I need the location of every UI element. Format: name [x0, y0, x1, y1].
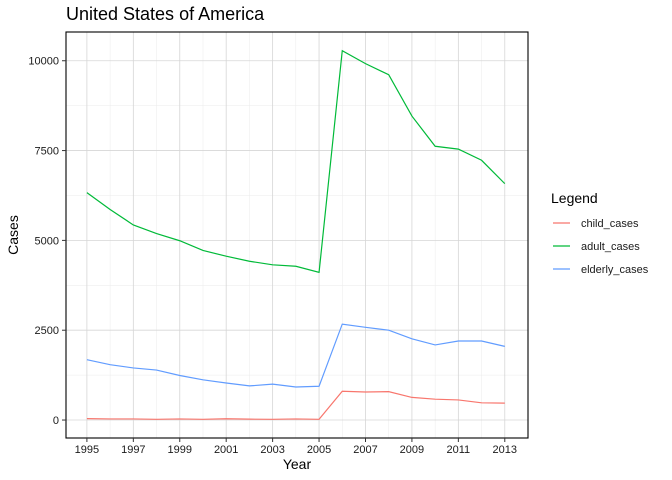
- y-axis: 0 2500 5000 7500 10000: [28, 56, 66, 427]
- legend-items: child_cases adult_cases elderly_cases: [553, 218, 649, 276]
- x-tick-label: 1999: [168, 444, 192, 456]
- series-line-child_cases: [86, 390, 505, 420]
- legend-label-adult_cases: adult_cases: [581, 241, 640, 253]
- x-tick-label: 2011: [447, 444, 471, 456]
- y-tick-label: 5000: [35, 235, 59, 247]
- x-tick-label: 1995: [75, 444, 99, 456]
- series-line-elderly_cases: [86, 323, 505, 388]
- y-tick-label: 0: [53, 415, 59, 427]
- legend-title: Legend: [551, 190, 598, 206]
- legend-label-child_cases: child_cases: [581, 218, 639, 230]
- y-tick-label: 10000: [28, 56, 59, 68]
- x-tick-label: 2009: [400, 444, 424, 456]
- y-tick-label: 7500: [35, 146, 59, 158]
- y-axis-title: Cases: [5, 215, 21, 255]
- x-axis: 1995 1997 1999 2001 2003 2005 2007 2009 2011 2013: [75, 438, 517, 456]
- legend-label-elderly_cases: elderly_cases: [581, 264, 649, 276]
- x-tick-label: 2007: [353, 444, 377, 456]
- panel-border: [65, 31, 529, 439]
- x-tick-label: 1997: [121, 444, 145, 456]
- x-tick-label: 2001: [214, 444, 238, 456]
- legend: Legend child_cases adult_cases elderly_cas…: [551, 190, 649, 276]
- series-lines: [86, 49, 506, 420]
- chart-title: United States of America: [66, 4, 265, 24]
- y-tick-label: 2500: [35, 325, 59, 337]
- x-tick-label: 2003: [260, 444, 284, 456]
- series-line-adult_cases: [86, 49, 506, 274]
- x-axis-title: Year: [283, 456, 312, 472]
- x-tick-label: 2013: [493, 444, 517, 456]
- x-tick-label: 2005: [307, 444, 331, 456]
- grid: [66, 32, 528, 438]
